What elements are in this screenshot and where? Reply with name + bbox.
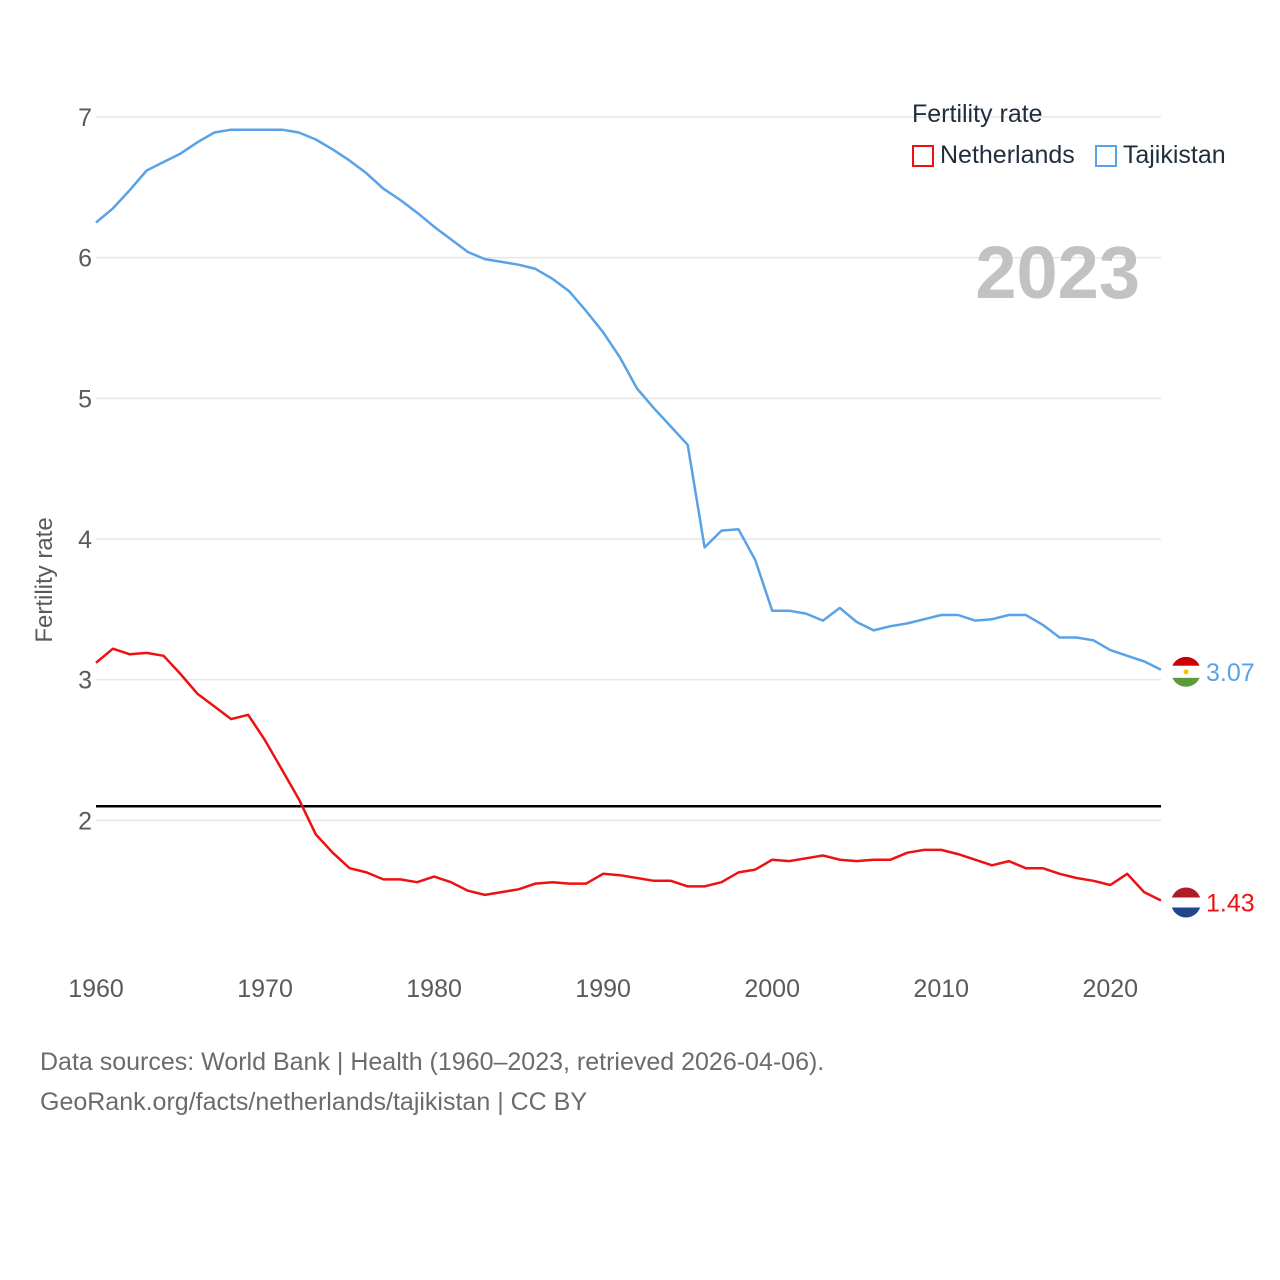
x-tick-label-1980: 1980: [406, 975, 462, 1003]
legend-item-netherlands[interactable]: Netherlands: [912, 141, 1075, 170]
y-tick-label-3: 3: [78, 667, 92, 695]
series-endpoints: 1.43 3.07: [1171, 656, 1255, 918]
gridlines: [96, 116, 1161, 822]
y-axis-label: Fertility rate: [31, 517, 58, 642]
y-tick-label-2: 2: [78, 807, 92, 835]
end-value-label-netherlands: 1.43: [1206, 890, 1255, 918]
year-watermark: 2023: [975, 231, 1140, 314]
x-tick-label-2010: 2010: [913, 975, 969, 1003]
y-tick-label-6: 6: [78, 245, 92, 273]
y-tick-label-7: 7: [78, 104, 92, 132]
x-tick-label-1960: 1960: [68, 975, 124, 1003]
legend-item-tajikistan[interactable]: Tajikistan: [1094, 141, 1226, 170]
x-axis-ticks: 1960 1970 1980 1990 2000 2010 2020: [68, 975, 1138, 1003]
x-tick-label-1970: 1970: [237, 975, 293, 1003]
flag-icon-tajikistan: [1171, 656, 1201, 687]
source-line-1: Data sources: World Bank | Health (1960–…: [40, 1048, 825, 1076]
x-tick-label-2000: 2000: [744, 975, 800, 1003]
legend: Fertility rate Netherlands Tajikistan: [912, 100, 1246, 170]
legend-label-tajikistan: Tajikistan: [1122, 141, 1226, 169]
legend-label-netherlands: Netherlands: [940, 141, 1075, 169]
legend-swatch-netherlands: [912, 144, 934, 167]
y-tick-label-5: 5: [78, 385, 92, 413]
source-line-2[interactable]: GeoRank.org/facts/netherlands/tajikistan…: [40, 1088, 588, 1116]
y-axis-ticks: 2 3 4 5 6 7: [78, 104, 92, 835]
series-lines: [95, 128, 1162, 902]
y-tick-label-4: 4: [78, 526, 92, 554]
legend-title: Fertility rate: [912, 100, 1043, 128]
legend-swatch-tajikistan: [1094, 144, 1117, 167]
x-tick-label-1990: 1990: [575, 975, 631, 1003]
end-value-label-tajikistan: 3.07: [1206, 659, 1255, 687]
flag-icon-netherlands: [1171, 887, 1201, 918]
series-line-netherlands: [95, 647, 1162, 902]
source-note: Data sources: World Bank | Health (1960–…: [40, 1042, 824, 1122]
series-line-tajikistan: [95, 128, 1162, 671]
x-tick-label-2020: 2020: [1082, 975, 1138, 1003]
